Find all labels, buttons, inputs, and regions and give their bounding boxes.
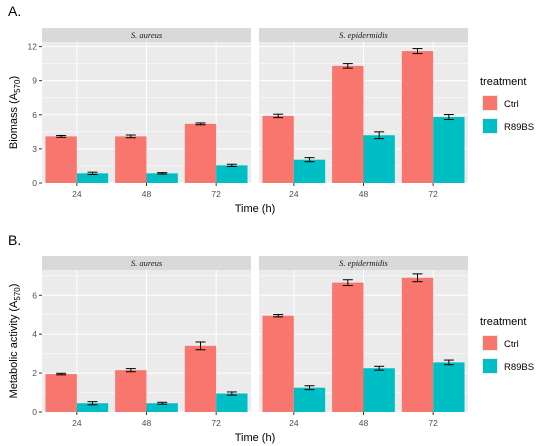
x-tick-label: 24 (72, 189, 82, 199)
facet-0-0: S. aureus 24 48 72 0 3 6 9 12 (28, 28, 251, 199)
legend: treatment Ctrl R89BS (480, 316, 534, 374)
bar-Ctrl-24 (45, 136, 77, 183)
facet-strip-label: S. epidermidis (339, 258, 388, 268)
y-axis-title-end: ) (8, 284, 20, 288)
bar-R89BS-24 (293, 159, 326, 183)
x-tick-label: 72 (211, 418, 221, 428)
y-axis-title-main: Biomass (A (8, 92, 20, 149)
legend-key-Ctrl (483, 96, 497, 110)
legend-title: treatment (480, 76, 526, 88)
bar-R89BS-48 (146, 403, 178, 412)
facet-1-1: S. epidermidis 24 48 72 (259, 256, 468, 428)
legend-key-R89BS (483, 119, 497, 133)
panel-label: A. (8, 3, 21, 19)
legend-entry-label: Ctrl (504, 99, 519, 110)
x-tick-label: 72 (428, 418, 438, 428)
bar-R89BS-72 (433, 117, 465, 183)
bar-R89BS-72 (216, 165, 248, 183)
bar-Ctrl-48 (332, 282, 364, 412)
facet-strip (259, 28, 468, 42)
legend-entry-label: R89BS (504, 362, 534, 373)
x-axis-title: Time (h) (235, 432, 276, 444)
y-axis-title-end: ) (8, 76, 20, 80)
facet-strip-label: S. aureus (131, 258, 163, 268)
bar-Ctrl-72 (184, 123, 217, 183)
bar-Ctrl-72 (401, 51, 434, 184)
y-tick-label: 9 (32, 76, 37, 86)
bar-R89BS-72 (216, 393, 248, 412)
panel-label: B. (8, 232, 21, 248)
y-tick-label: 6 (32, 290, 37, 300)
bar-R89BS-24 (293, 387, 326, 412)
x-tick-label: 24 (72, 418, 82, 428)
y-axis-title: Biomass (A570) (8, 76, 22, 149)
y-tick-label: 2 (32, 368, 37, 378)
bar-Ctrl-72 (184, 345, 217, 412)
bar-R89BS-48 (363, 135, 395, 183)
x-tick-label: 48 (359, 418, 369, 428)
y-axis-title: Metabolic activity (A570) (8, 284, 22, 399)
y-tick-label: 0 (32, 407, 37, 417)
legend-entry-label: Ctrl (504, 339, 519, 350)
x-tick-label: 48 (359, 189, 369, 199)
bar-R89BS-48 (146, 173, 178, 183)
facet-strip-label: S. aureus (131, 30, 163, 40)
facet-strip (42, 256, 251, 270)
bar-Ctrl-24 (262, 115, 294, 183)
legend-entry-label: R89BS (504, 122, 534, 133)
x-tick-label: 24 (289, 189, 299, 199)
bar-R89BS-24 (76, 173, 109, 183)
facet-strip (42, 28, 251, 42)
x-tick-label: 48 (142, 189, 152, 199)
x-tick-label: 72 (211, 189, 221, 199)
chart-panel-0: A. S. aureus 24 48 72 0 3 6 9 12 S. epidermidis 24 4… (8, 3, 534, 215)
bar-Ctrl-24 (45, 374, 77, 412)
legend: treatment Ctrl R89BS (480, 76, 534, 134)
legend-key-Ctrl (483, 336, 497, 350)
bar-R89BS-48 (363, 368, 395, 412)
bar-Ctrl-24 (262, 315, 294, 412)
x-tick-label: 48 (142, 418, 152, 428)
y-axis-title-main: Metabolic activity (A (8, 300, 20, 398)
bar-Ctrl-48 (115, 370, 147, 412)
bar-R89BS-72 (433, 362, 465, 412)
legend-key-R89BS (483, 359, 497, 373)
facet-strip-label: S. epidermidis (339, 30, 388, 40)
y-tick-label: 12 (28, 42, 38, 52)
y-tick-label: 4 (32, 329, 37, 339)
x-axis-title: Time (h) (235, 203, 276, 215)
legend-title: treatment (480, 316, 526, 328)
x-tick-label: 24 (289, 418, 299, 428)
facet-strip (259, 256, 468, 270)
bar-Ctrl-48 (332, 65, 364, 183)
y-tick-label: 3 (32, 144, 37, 154)
y-axis-title-subscript: 570 (13, 79, 22, 93)
bar-Ctrl-48 (115, 136, 147, 183)
y-tick-label: 0 (32, 178, 37, 188)
y-tick-label: 6 (32, 110, 37, 120)
bar-R89BS-24 (76, 403, 109, 412)
facet-0-1: S. epidermidis 24 48 72 (259, 28, 468, 199)
x-tick-label: 72 (428, 189, 438, 199)
bar-Ctrl-72 (401, 277, 434, 412)
y-axis-title-subscript: 570 (13, 287, 22, 301)
